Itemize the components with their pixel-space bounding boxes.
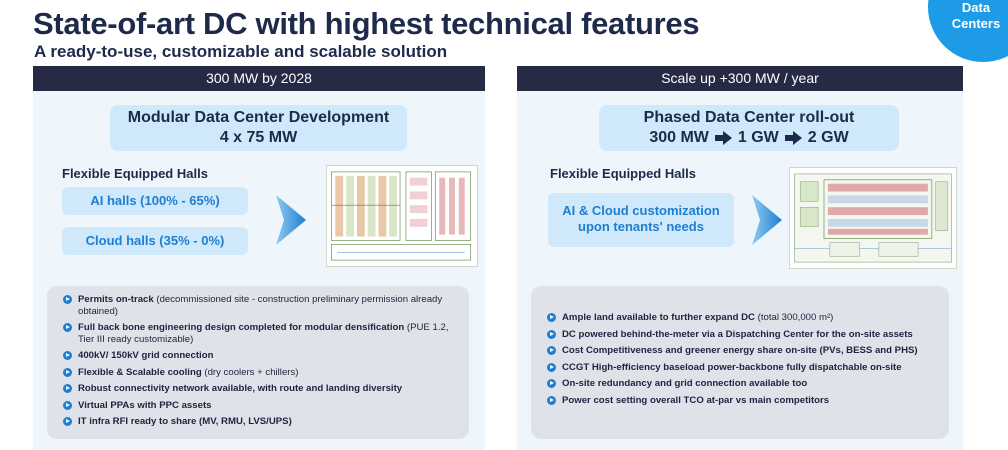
site-plan-image xyxy=(789,167,957,269)
ai-cloud-line-1: AI & Cloud customization xyxy=(562,203,720,218)
bullet-arrow-icon xyxy=(63,295,72,304)
right-bullet-5: Power cost setting overall TCO at-par vs… xyxy=(547,395,941,407)
left-bullet-4: Robust connectivity network available, w… xyxy=(63,383,461,395)
left-bullet-6: IT infra RFI ready to share (MV, RMU, LV… xyxy=(63,416,461,428)
page-subtitle: A ready-to-use, customizable and scalabl… xyxy=(34,42,448,61)
badge-line-2: Centers xyxy=(951,16,1001,31)
step-1gw: 1 GW xyxy=(737,129,779,146)
left-bullet-list: Permits on-track (decommissioned site - … xyxy=(47,286,469,439)
phased-steps: 300 MW 1 GW 2 GW xyxy=(599,128,899,148)
ai-cloud-pill: AI & Cloud customization upon tenants' n… xyxy=(548,193,734,247)
ai-cloud-line-2: upon tenants' needs xyxy=(578,219,704,234)
left-panel-body: Modular Data Center Development 4 x 75 M… xyxy=(33,91,485,450)
bullet-arrow-icon xyxy=(547,379,556,388)
bullet-arrow-icon xyxy=(547,346,556,355)
right-bullet-1: DC powered behind-the-meter via a Dispat… xyxy=(547,329,941,341)
arrow-right-icon xyxy=(714,131,732,145)
chevron-right-icon xyxy=(752,195,782,245)
bullet-arrow-icon xyxy=(63,351,72,360)
step-2gw: 2 GW xyxy=(807,129,849,146)
right-bullet-0: Ample land available to further expand D… xyxy=(547,312,941,324)
modular-dc-box: Modular Data Center Development 4 x 75 M… xyxy=(110,105,407,151)
left-bullet-3: Flexible & Scalable cooling (dry coolers… xyxy=(63,367,461,379)
bullet-arrow-icon xyxy=(63,367,72,377)
arrow-right-icon xyxy=(784,131,802,145)
right-bullet-3: CCGT High-efficiency baseload power-back… xyxy=(547,362,941,374)
modular-dc-title: Modular Data Center Development xyxy=(127,109,390,126)
left-halls-label: Flexible Equipped Halls xyxy=(62,166,208,181)
corner-badge: Data Centers xyxy=(944,0,1008,32)
bullet-arrow-icon xyxy=(547,395,556,405)
left-bullet-0: Permits on-track (decommissioned site - … xyxy=(63,294,461,317)
bullet-arrow-icon xyxy=(547,313,556,322)
bullet-arrow-icon xyxy=(63,323,72,332)
ai-halls-pill: AI halls (100% - 65%) xyxy=(62,187,248,215)
bullet-arrow-icon xyxy=(63,417,72,426)
badge-line-1: Data xyxy=(961,0,991,15)
chevron-right-icon xyxy=(276,195,306,245)
floorplan-image xyxy=(326,165,478,267)
right-panel: Scale up +300 MW / year Phased Data Cent… xyxy=(517,66,963,450)
right-halls-label: Flexible Equipped Halls xyxy=(550,166,696,181)
bullet-arrow-icon xyxy=(63,384,72,393)
bullet-arrow-icon xyxy=(547,329,556,339)
step-300mw: 300 MW xyxy=(649,129,709,146)
right-bullet-list: Ample land available to further expand D… xyxy=(531,286,949,439)
right-panel-header: Scale up +300 MW / year xyxy=(517,66,963,91)
left-panel-header: 300 MW by 2028 xyxy=(33,66,485,91)
left-bullet-1: Full back bone engineering design comple… xyxy=(63,322,461,345)
left-bullet-5: Virtual PPAs with PPC assets xyxy=(63,400,461,412)
phased-dc-title: Phased Data Center roll-out xyxy=(643,109,855,126)
cloud-halls-pill: Cloud halls (35% - 0%) xyxy=(62,227,248,255)
right-bullet-4: On-site redundancy and grid connection a… xyxy=(547,378,941,390)
left-panel: 300 MW by 2028 Modular Data Center Devel… xyxy=(33,66,485,450)
right-panel-body: Phased Data Center roll-out 300 MW 1 GW … xyxy=(517,91,963,450)
page-title: State-of-art DC with highest technical f… xyxy=(33,6,700,41)
bullet-arrow-icon xyxy=(547,362,556,372)
bullet-arrow-icon xyxy=(63,400,72,410)
phased-dc-box: Phased Data Center roll-out 300 MW 1 GW … xyxy=(599,105,899,151)
right-bullet-2: Cost Competitiveness and greener energy … xyxy=(547,345,941,357)
modular-dc-sub: 4 x 75 MW xyxy=(219,129,298,146)
left-bullet-2: 400kV/ 150kV grid connection xyxy=(63,350,461,362)
